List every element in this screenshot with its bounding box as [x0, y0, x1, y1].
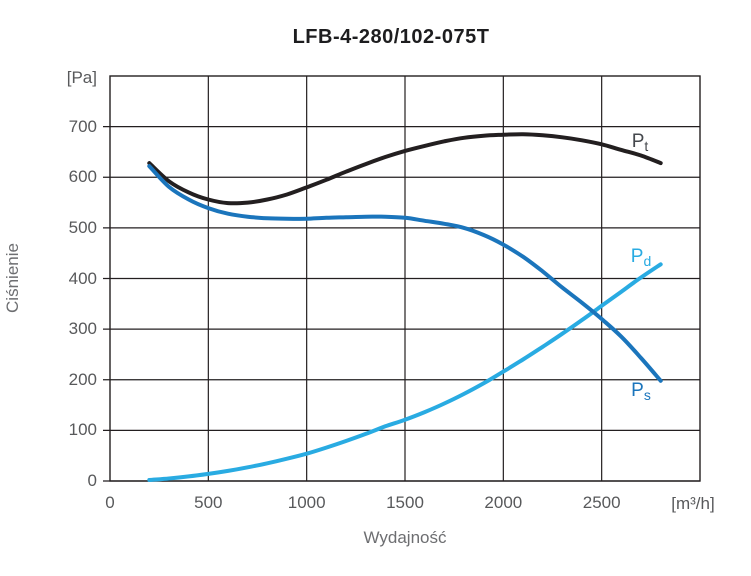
y-tick-label: 500 [68, 217, 97, 237]
curve-label-Pt: Pt [632, 131, 649, 154]
y-tick-label: 0 [87, 471, 97, 490]
y-axis-unit-label: [Pa] [66, 68, 97, 87]
x-tick-label: 0 [105, 493, 115, 512]
y-tick-label: 100 [68, 420, 97, 440]
x-tick-label: 500 [194, 493, 223, 512]
x-tick-label: 1500 [386, 493, 424, 512]
curve-Pt [147, 132, 663, 206]
chart-title: LFB-4-280/102-075T [292, 26, 490, 48]
curve-Ps [147, 164, 663, 383]
plot-frame [109, 75, 701, 482]
y-tick-label: 200 [68, 369, 97, 389]
y-tick-label: 700 [68, 116, 97, 136]
x-tick-label: 2500 [582, 493, 621, 512]
curve-label-Pd: Pd [631, 246, 651, 269]
curve-label-Ps: Ps [631, 380, 651, 403]
curve-Pd [147, 262, 663, 482]
y-tick-label: 300 [68, 319, 97, 339]
x-axis-title: Wydajność [363, 528, 447, 547]
x-tick-label: 1000 [287, 493, 326, 512]
y-tick-label: 400 [68, 268, 97, 288]
y-tick-label: 600 [68, 167, 97, 187]
x-tick-label: 2000 [484, 493, 523, 512]
x-axis-unit-label: [m³/h] [671, 494, 715, 513]
